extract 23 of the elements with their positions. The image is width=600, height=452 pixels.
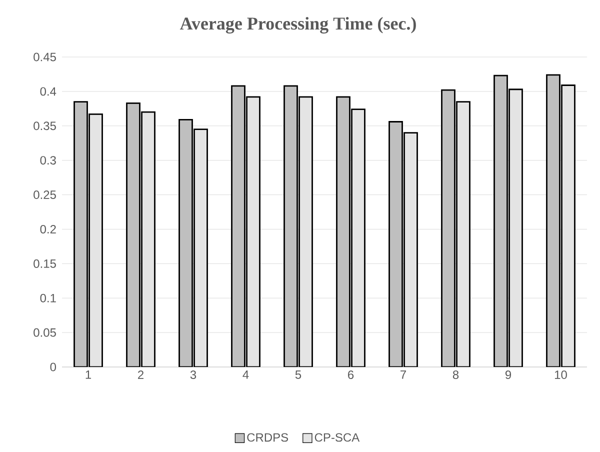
x-tick-label: 7 bbox=[400, 370, 406, 379]
y-tick-label: 0.15 bbox=[34, 259, 56, 268]
chart-title: Average Processing Time (sec.) bbox=[180, 16, 416, 34]
x-tick-label: 4 bbox=[242, 370, 249, 379]
y-tick-label: 0.4 bbox=[40, 87, 56, 96]
y-tick-label: 0.3 bbox=[40, 156, 56, 165]
x-tick-label: 9 bbox=[505, 370, 512, 380]
x-tick-label: 6 bbox=[348, 370, 354, 380]
y-tick-label: 0.2 bbox=[40, 224, 56, 234]
x-tick-label: 10 bbox=[554, 370, 567, 380]
y-tick-label: 0.05 bbox=[34, 328, 56, 337]
x-tick-label: 5 bbox=[295, 370, 302, 379]
y-tick-label: 0.1 bbox=[40, 294, 56, 302]
x-tick-label: 2 bbox=[138, 370, 144, 379]
x-tick-label: 1 bbox=[86, 370, 92, 379]
y-tick-label: 0 bbox=[50, 362, 56, 372]
y-tick-label: 0.45 bbox=[34, 52, 56, 62]
x-tick-label: 3 bbox=[190, 370, 196, 380]
y-tick-label: 0.25 bbox=[34, 190, 56, 200]
legend-label: CP-SCA bbox=[314, 433, 360, 442]
legend-label: CRDPS bbox=[247, 433, 288, 442]
y-tick-label: 0.35 bbox=[34, 122, 56, 130]
x-tick-label: 8 bbox=[452, 370, 459, 380]
